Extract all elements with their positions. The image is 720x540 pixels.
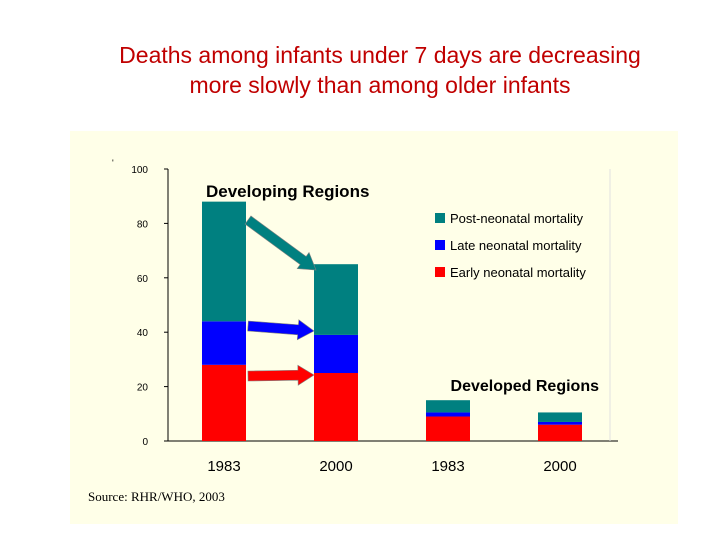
group-label-developing: Developing Regions xyxy=(206,182,369,201)
y-tick-label-40: 40 xyxy=(137,328,149,339)
bar-post-1 xyxy=(314,264,358,335)
y-tick-label-60: 60 xyxy=(137,274,149,285)
bar-early-3 xyxy=(538,424,582,441)
legend-label-1: Late neonatal mortality xyxy=(450,238,582,253)
legend-swatch-2 xyxy=(435,267,445,277)
x-label-3: 2000 xyxy=(543,458,576,475)
legend-label-2: Early neonatal mortality xyxy=(450,265,586,280)
tiny-mark: ' xyxy=(112,158,114,168)
bar-late-0 xyxy=(202,321,246,365)
y-tick-label-100: 100 xyxy=(131,165,148,176)
bar-early-2 xyxy=(426,416,470,441)
legend-label-0: Post-neonatal mortality xyxy=(450,211,583,226)
bar-post-0 xyxy=(202,201,246,322)
bar-post-2 xyxy=(426,400,470,413)
bar-post-3 xyxy=(538,412,582,422)
chart-title-line1: Deaths among infants under 7 days are de… xyxy=(119,42,641,68)
chart-title-line2: more slowly than among older infants xyxy=(189,72,571,98)
bar-early-1 xyxy=(314,373,358,441)
bar-late-3 xyxy=(538,421,582,425)
legend-swatch-1 xyxy=(435,240,445,250)
chart-title: Deaths among infants under 7 days are de… xyxy=(0,40,720,100)
source-note: Source: RHR/WHO, 2003 xyxy=(88,489,225,504)
legend-swatch-0 xyxy=(435,213,445,223)
group-label-developed: Developed Regions xyxy=(451,378,600,395)
bar-early-0 xyxy=(202,364,246,441)
y-tick-label-80: 80 xyxy=(137,219,149,230)
y-tick-label-0: 0 xyxy=(142,437,148,448)
arrow-early-neonatal xyxy=(247,364,315,386)
x-label-1: 2000 xyxy=(319,458,352,475)
chart-panel xyxy=(70,131,678,524)
x-label-2: 1983 xyxy=(431,458,464,475)
x-label-0: 1983 xyxy=(207,458,240,475)
bar-late-1 xyxy=(314,334,358,373)
bar-late-2 xyxy=(426,412,470,417)
y-tick-label-20: 20 xyxy=(137,383,149,394)
arrow-late-neonatal xyxy=(247,319,315,341)
arrow-post-neonatal xyxy=(244,215,317,271)
